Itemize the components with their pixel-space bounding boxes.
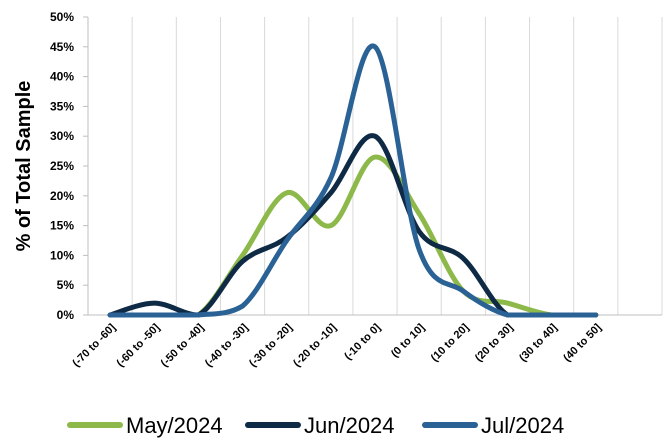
grid [131,17,663,315]
legend-label: Jun/2024 [304,413,395,438]
x-tick-label: (-50 to -40] [159,321,207,369]
y-tick-label: 10% [50,248,74,262]
y-axis-label: % of Total Sample [13,81,35,252]
series-lines [107,43,599,318]
legend-label: Jul/2024 [481,413,564,438]
x-tick-label: (-20 to -10] [291,321,339,369]
y-tick-label: 30% [50,129,74,143]
x-tick-label: (30 to 40] [517,321,560,364]
x-tick-label: (-70 to -60] [70,321,118,369]
x-tick-label: (-10 to 0] [342,321,383,362]
x-tick-label: (0 to 10] [389,321,428,360]
x-tick-label: (20 to 30] [473,321,516,364]
y-tick-label: 35% [50,99,74,113]
legend: May/2024 Jun/2024 Jul/2024 [67,413,564,438]
x-tick-label: (-30 to -20] [247,321,295,369]
y-tick-label: 50% [50,10,74,24]
y-tick-label: 25% [50,159,74,173]
x-tick-label: (-60 to -50] [115,321,163,369]
y-tick-label: 15% [50,219,74,233]
series-line-jul-2024 [107,43,599,318]
legend-label: May/2024 [126,413,223,438]
y-tick-label: 40% [50,70,74,84]
y-tick-label: 0% [57,308,75,322]
y-tick-label: 5% [57,278,75,292]
y-tick-label: 20% [50,189,74,203]
x-tick-label: (10 to 20] [429,321,472,364]
x-tick-label: (40 to 50] [561,321,604,364]
y-tick-label: 45% [50,40,74,54]
x-tick-label: (-40 to -30] [203,321,251,369]
